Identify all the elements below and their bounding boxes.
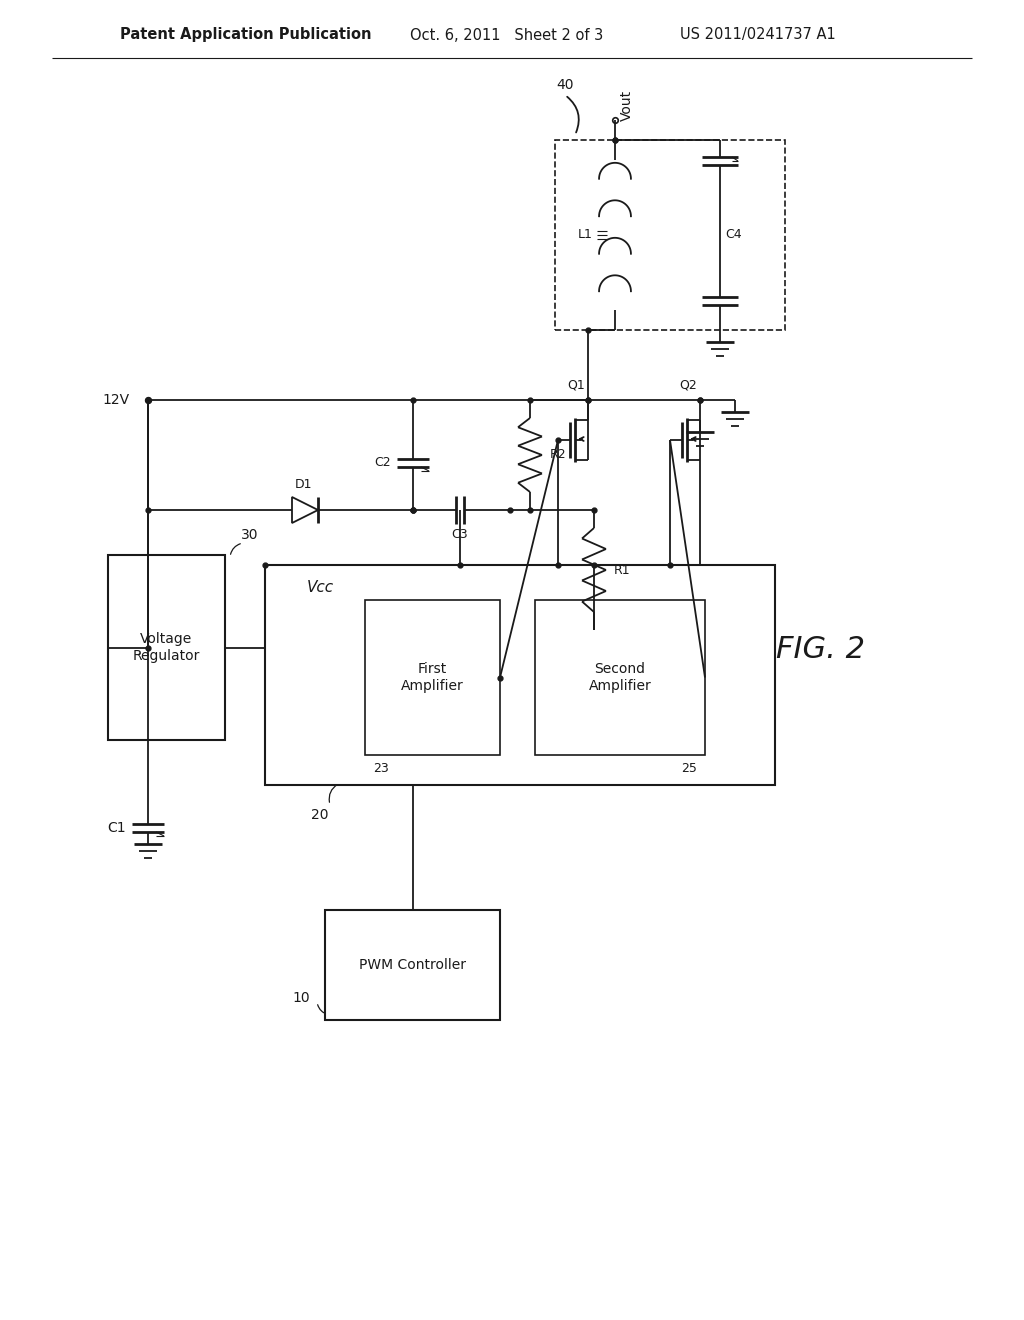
Text: Patent Application Publication: Patent Application Publication <box>120 28 372 42</box>
Text: D1: D1 <box>294 479 311 491</box>
Text: 30: 30 <box>242 528 259 543</box>
Text: Q2: Q2 <box>679 379 697 392</box>
Text: FIG. 2: FIG. 2 <box>775 635 864 664</box>
Text: 20: 20 <box>311 808 329 822</box>
Text: Vout: Vout <box>620 90 634 120</box>
Bar <box>108 554 225 741</box>
Text: 23: 23 <box>373 763 389 776</box>
Text: 40: 40 <box>556 78 573 92</box>
FancyArrowPatch shape <box>685 756 688 762</box>
FancyArrowPatch shape <box>230 544 241 554</box>
FancyArrowPatch shape <box>329 784 338 803</box>
Text: R2: R2 <box>550 449 566 462</box>
Text: C3: C3 <box>452 528 468 540</box>
Text: C1: C1 <box>108 821 126 836</box>
FancyArrowPatch shape <box>380 756 385 762</box>
Text: C4: C4 <box>725 228 741 242</box>
Bar <box>265 565 775 785</box>
Text: Q1: Q1 <box>567 379 585 392</box>
Text: PWM Controller: PWM Controller <box>359 958 466 972</box>
Text: Second
Amplifier: Second Amplifier <box>589 663 651 693</box>
Text: 25: 25 <box>681 763 697 776</box>
Text: 10: 10 <box>293 991 310 1005</box>
Text: Oct. 6, 2011   Sheet 2 of 3: Oct. 6, 2011 Sheet 2 of 3 <box>410 28 603 42</box>
FancyArrowPatch shape <box>567 96 579 132</box>
Text: C2: C2 <box>375 457 391 470</box>
Text: US 2011/0241737 A1: US 2011/0241737 A1 <box>680 28 836 42</box>
Text: First
Amplifier: First Amplifier <box>401 663 464 693</box>
Bar <box>555 140 785 330</box>
Bar <box>325 909 500 1020</box>
Bar <box>365 601 500 755</box>
Text: L1: L1 <box>579 228 593 242</box>
Text: R1: R1 <box>614 564 631 577</box>
Text: Voltage
Regulator: Voltage Regulator <box>133 632 200 663</box>
Text: Vcc: Vcc <box>306 579 334 594</box>
Text: 12V: 12V <box>102 393 130 407</box>
Bar <box>535 601 705 755</box>
FancyArrowPatch shape <box>317 1005 328 1014</box>
